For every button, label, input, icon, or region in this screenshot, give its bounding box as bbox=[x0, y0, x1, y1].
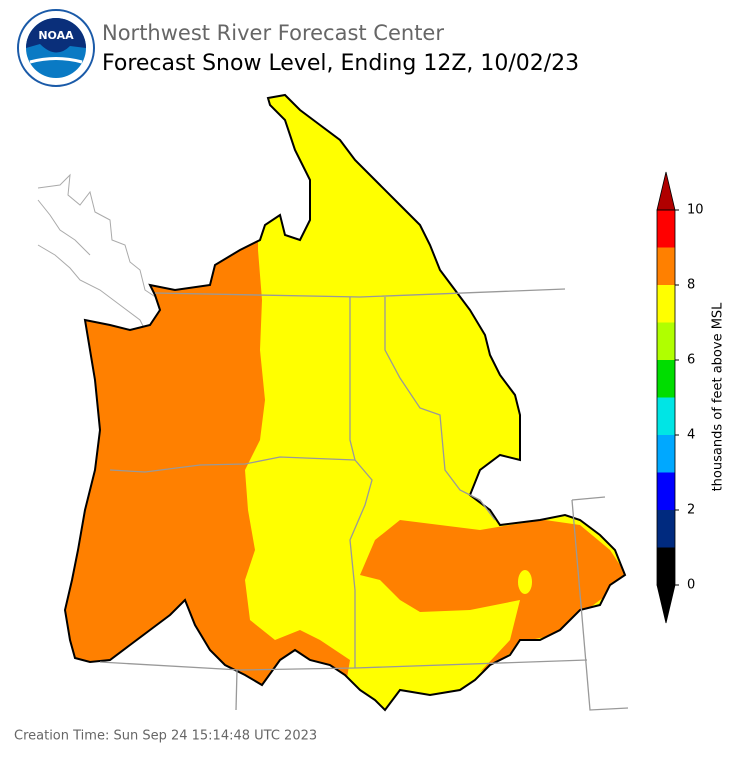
logo: NOAA bbox=[17, 9, 95, 87]
colorbar-tick-label: 6 bbox=[687, 353, 695, 368]
colorbar-tick-label: 2 bbox=[687, 503, 695, 518]
map-title: Forecast Snow Level, Ending 12Z, 10/02/2… bbox=[102, 51, 579, 76]
colorbar-tick-label: 4 bbox=[687, 428, 695, 443]
colorbar-segment bbox=[657, 472, 675, 510]
yellow-zone bbox=[518, 570, 532, 594]
colorbar-segment bbox=[657, 210, 675, 248]
colorbar-under bbox=[656, 584, 676, 624]
colorbar-tick-label: 10 bbox=[687, 203, 704, 218]
colorbar-tick-label: 0 bbox=[687, 578, 695, 593]
colorbar-tick-label: 8 bbox=[687, 278, 695, 293]
basin-outline bbox=[63, 93, 627, 712]
colorbar-segment bbox=[657, 360, 675, 398]
colorbar-frame bbox=[656, 209, 676, 586]
colorbar-segment bbox=[657, 322, 675, 360]
colorbar-label: thousands of feet above MSL bbox=[711, 302, 726, 492]
colorbar-segment bbox=[657, 435, 675, 473]
colorbar-segment bbox=[657, 547, 675, 585]
colorbar-over bbox=[656, 171, 676, 211]
state-borders bbox=[99, 288, 629, 711]
colorbar-segment bbox=[657, 285, 675, 323]
agency: Northwest River Forecast Center bbox=[102, 21, 444, 45]
orange-zone bbox=[360, 520, 625, 672]
logo-text: NOAA bbox=[38, 29, 74, 42]
colorbar-segment bbox=[657, 510, 675, 548]
colorbar: 0 2 4 6 8 10 bbox=[656, 171, 704, 624]
creation-time: Creation Time: Sun Sep 24 15:14:48 UTC 2… bbox=[14, 729, 317, 744]
coastline bbox=[37, 173, 161, 341]
colorbar-segment bbox=[657, 397, 675, 435]
colorbar-segment bbox=[657, 247, 675, 285]
